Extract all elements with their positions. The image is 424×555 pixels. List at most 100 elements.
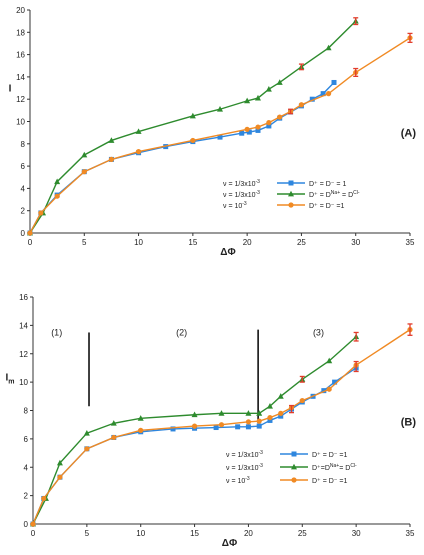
data-point-blue <box>245 424 251 430</box>
data-point-green <box>135 128 142 134</box>
region-label: (3) <box>313 327 324 337</box>
data-point-green <box>256 410 263 416</box>
data-point-green <box>56 459 63 466</box>
y-tick-label: 18 <box>16 28 25 37</box>
error-bar <box>353 67 359 77</box>
x-tick-label: 15 <box>188 238 197 247</box>
series-line-blue <box>32 367 357 525</box>
y-tick-label: 10 <box>19 378 28 387</box>
legend-condition-sup: -3 <box>245 476 250 482</box>
y-axis-title-sub: m <box>8 379 14 386</box>
panel-label: (B) <box>401 417 417 429</box>
legend-marker-orange <box>288 202 294 208</box>
legend-label-sup: Na+ <box>330 463 339 469</box>
legend-label: D⁺ = DNa+ = DCl- <box>309 190 360 199</box>
legend-label-sup: Cl- <box>350 463 357 469</box>
error-bar <box>289 404 295 414</box>
data-point-orange <box>111 434 117 441</box>
panel-a-chart: 0 5 10 15 20 25 30 35 0 2 4 6 8 10 12 14 16 18 20 ΔΦ I (A) ν =… <box>9 6 417 258</box>
data-point-blue <box>321 388 327 394</box>
data-point-orange <box>218 422 225 428</box>
data-point-green <box>325 44 332 51</box>
legend-condition: ν = 1/3x10-3 <box>223 190 260 199</box>
data-point-blue <box>170 426 176 432</box>
y-tick-label: 12 <box>19 350 28 359</box>
data-point-orange <box>190 137 196 144</box>
y-tick-label: 14 <box>16 73 25 82</box>
data-point-orange <box>255 124 261 130</box>
legend-condition-text: ν = 1/3x10 <box>223 181 256 188</box>
data-point-orange <box>244 126 250 132</box>
y-tick-label: 12 <box>16 95 25 104</box>
panel-b-chart: 0 5 10 15 20 25 30 35 0 2 4 6 8 10 12 14 16 ΔΦ Im (B) (1) (2)… <box>5 293 416 549</box>
data-point-orange <box>30 521 36 527</box>
series-line-green <box>29 20 357 234</box>
error-bar <box>299 375 305 383</box>
y-tick-label: 14 <box>19 321 28 330</box>
legend: ν = 1/3x10-3 D⁺ = D⁻ = 1ν = 1/3x10-3 D⁺ = … <box>223 179 360 210</box>
legend-label: D⁺ = D⁻ =1 <box>312 478 348 485</box>
data-point-orange <box>135 149 142 155</box>
data-point-blue <box>278 413 284 419</box>
series-line-orange <box>29 37 411 234</box>
data-point-blue <box>320 91 326 97</box>
data-point-green <box>189 112 196 119</box>
data-point-orange <box>138 427 144 433</box>
data-point-green <box>83 430 90 436</box>
legend-label-text: D⁺ = D⁻ =1 <box>312 478 348 485</box>
data-point-green <box>277 393 284 399</box>
x-tick-label: 15 <box>190 529 199 538</box>
x-tick-label: 20 <box>243 238 252 247</box>
legend-label-text: D⁺ = D⁻ =1 <box>312 452 348 459</box>
data-point-blue <box>332 379 338 385</box>
y-tick-label: 16 <box>16 51 25 60</box>
data-point-orange <box>191 423 198 429</box>
data-point-orange <box>267 414 273 421</box>
data-point-blue <box>235 424 241 430</box>
data-point-orange <box>38 210 44 216</box>
legend-condition-sup: -3 <box>256 190 261 196</box>
error-bar <box>353 331 359 342</box>
data-point-green <box>276 79 283 85</box>
y-tick-label: 20 <box>16 6 25 15</box>
data-point-blue <box>255 127 261 133</box>
legend-label-sup: Na+ <box>331 190 340 196</box>
x-tick-label: 0 <box>31 529 36 538</box>
legend-marker-green <box>291 463 297 470</box>
error-bar <box>298 63 304 71</box>
x-tick-label: 20 <box>244 529 253 538</box>
legend-condition-text: ν = 1/3x10 <box>226 465 259 472</box>
x-tick-label: 25 <box>297 238 306 247</box>
legend-label: D⁺ = D⁻ = 1 <box>309 181 346 188</box>
data-point-orange <box>245 419 252 425</box>
data-point-blue <box>256 423 262 429</box>
y-tick-label: 4 <box>24 463 29 472</box>
data-point-blue <box>213 425 219 431</box>
legend-condition-text: ν = 1/3x10 <box>226 452 259 459</box>
legend-condition-sup: -3 <box>259 463 264 469</box>
error-bar <box>353 17 359 26</box>
y-tick-label: 4 <box>21 184 26 193</box>
data-point-orange <box>299 397 305 404</box>
data-point-green <box>326 357 333 364</box>
data-point-green <box>266 403 273 409</box>
data-point-orange <box>108 156 115 163</box>
legend-condition: ν = 10-3 <box>223 201 247 210</box>
data-point-green <box>265 85 272 92</box>
series-blue <box>30 365 359 527</box>
data-point-orange <box>298 102 305 108</box>
y-tick-label: 6 <box>21 162 26 171</box>
x-tick-label: 30 <box>352 529 361 538</box>
data-point-blue <box>309 96 315 102</box>
legend-label: D⁺ = D⁻ =1 <box>312 452 348 459</box>
legend-label-text: D⁺ = D <box>309 192 331 199</box>
legend-condition-text: ν = 10 <box>223 203 242 210</box>
data-point-blue <box>267 417 273 423</box>
data-point-green <box>245 410 252 416</box>
series-line-blue <box>29 81 335 234</box>
data-point-orange <box>277 114 283 120</box>
y-axis-title: Im <box>5 373 14 386</box>
legend-condition-sup: -3 <box>256 179 261 185</box>
legend-condition-text: ν = 1/3x10 <box>223 192 256 199</box>
legend-label: D⁺=DNa+= DCl- <box>312 463 357 472</box>
